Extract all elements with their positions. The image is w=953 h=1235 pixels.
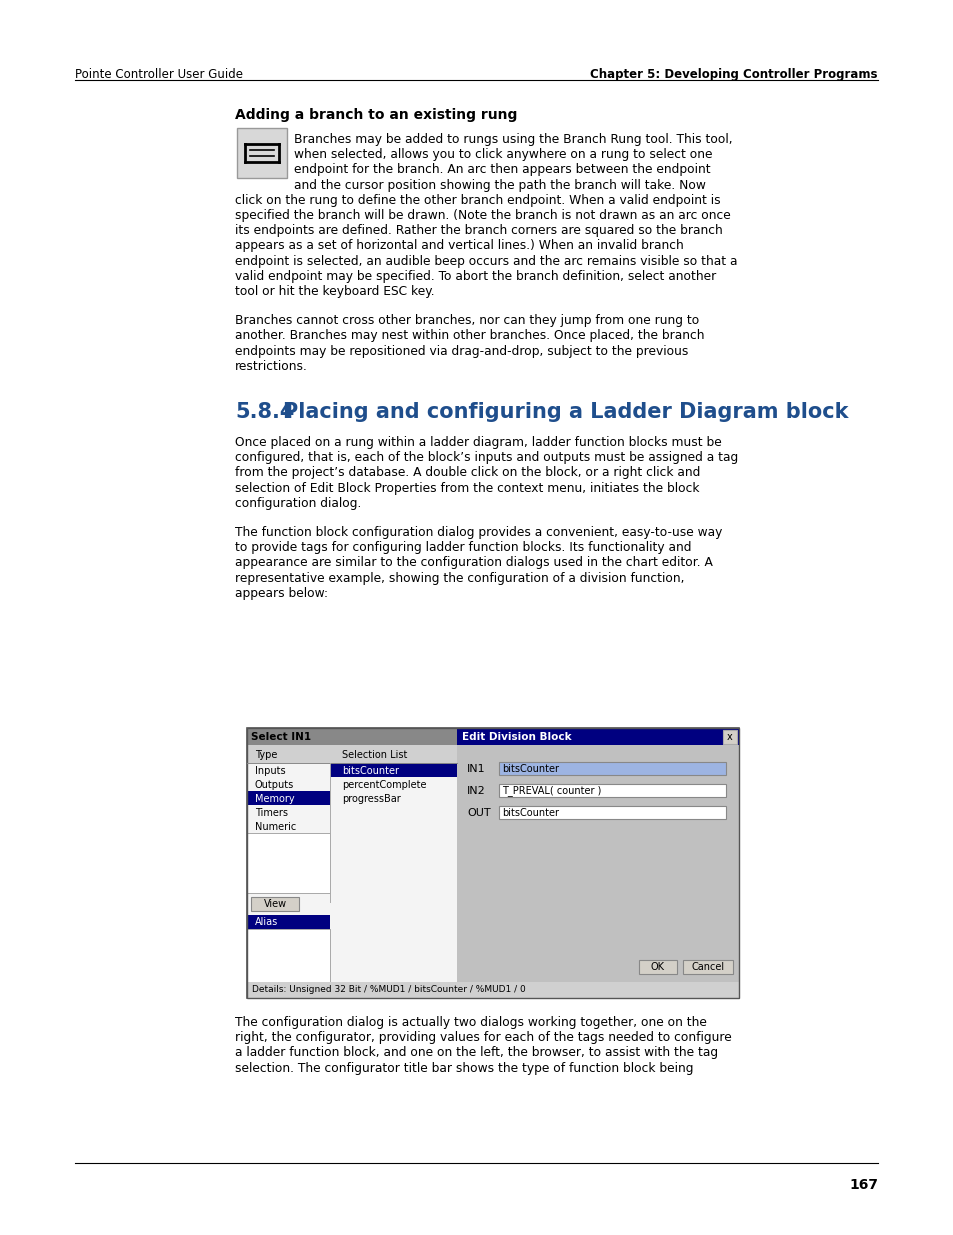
Bar: [247, 982, 739, 998]
Bar: [247, 745, 456, 982]
Text: a ladder function block, and one on the left, the browser, to assist with the ta: a ladder function block, and one on the …: [234, 1046, 718, 1060]
Text: progressBar: progressBar: [341, 794, 400, 804]
Bar: [236, 128, 287, 178]
Text: IN1: IN1: [467, 764, 485, 774]
Text: bitsCounter: bitsCounter: [501, 808, 558, 818]
Bar: [247, 790, 330, 805]
Text: percentComplete: percentComplete: [341, 779, 426, 789]
Bar: [456, 727, 739, 745]
Text: The function block configuration dialog provides a convenient, easy-to-use way: The function block configuration dialog …: [234, 526, 721, 538]
Text: appears as a set of horizontal and vertical lines.) When an invalid branch: appears as a set of horizontal and verti…: [234, 240, 683, 252]
Text: valid endpoint may be specified. To abort the branch definition, select another: valid endpoint may be specified. To abor…: [234, 269, 716, 283]
Text: endpoints may be repositioned via drag-and-drop, subject to the previous: endpoints may be repositioned via drag-a…: [234, 345, 688, 358]
Text: appears below:: appears below:: [234, 587, 328, 600]
Text: Details: Unsigned 32 Bit / %MUD1 / bitsCounter / %MUD1 / 0: Details: Unsigned 32 Bit / %MUD1 / bitsC…: [252, 986, 525, 994]
Text: selection. The configurator title bar shows the type of function block being: selection. The configurator title bar sh…: [234, 1062, 693, 1074]
Text: View: View: [263, 899, 286, 909]
Text: restrictions.: restrictions.: [234, 359, 308, 373]
Bar: [247, 832, 330, 893]
Bar: [330, 763, 456, 777]
Bar: [247, 727, 456, 745]
Text: Selection List: Selection List: [341, 750, 407, 760]
Text: Memory: Memory: [254, 794, 294, 804]
Text: Branches cannot cross other branches, nor can they jump from one rung to: Branches cannot cross other branches, no…: [234, 314, 699, 327]
Bar: [247, 915, 330, 929]
Text: The configuration dialog is actually two dialogs working together, one on the: The configuration dialog is actually two…: [234, 1016, 706, 1029]
Text: selection of Edit Block Properties from the context menu, initiates the block: selection of Edit Block Properties from …: [234, 482, 699, 494]
Text: T_PREVAL( counter ): T_PREVAL( counter ): [501, 785, 600, 795]
Text: to provide tags for configuring ladder function blocks. Its functionality and: to provide tags for configuring ladder f…: [234, 541, 691, 555]
Text: Numeric: Numeric: [254, 821, 296, 831]
Bar: [247, 745, 456, 763]
Text: 167: 167: [848, 1178, 877, 1192]
Text: bitsCounter: bitsCounter: [341, 766, 398, 776]
Text: its endpoints are defined. Rather the branch corners are squared so the branch: its endpoints are defined. Rather the br…: [234, 225, 722, 237]
Bar: [456, 745, 739, 982]
Text: when selected, allows you to click anywhere on a rung to select one: when selected, allows you to click anywh…: [294, 148, 712, 162]
Text: x: x: [726, 732, 732, 742]
Bar: [247, 727, 739, 998]
Text: Branches may be added to rungs using the Branch Rung tool. This tool,: Branches may be added to rungs using the…: [294, 133, 732, 146]
Bar: [251, 897, 298, 911]
Text: right, the configurator, providing values for each of the tags needed to configu: right, the configurator, providing value…: [234, 1031, 731, 1045]
Text: configuration dialog.: configuration dialog.: [234, 496, 361, 510]
Bar: [247, 727, 739, 998]
Text: OUT: OUT: [467, 808, 490, 818]
Text: from the project’s database. A double click on the block, or a right click and: from the project’s database. A double cl…: [234, 467, 700, 479]
Bar: [498, 806, 725, 819]
Text: Inputs: Inputs: [254, 766, 285, 776]
Bar: [682, 960, 732, 974]
Text: Once placed on a rung within a ladder diagram, ladder function blocks must be: Once placed on a rung within a ladder di…: [234, 436, 721, 450]
Text: endpoint for the branch. An arc then appears between the endpoint: endpoint for the branch. An arc then app…: [294, 163, 710, 177]
Text: click on the rung to define the other branch endpoint. When a valid endpoint is: click on the rung to define the other br…: [234, 194, 720, 206]
Bar: [247, 929, 330, 982]
Text: Edit Division Block: Edit Division Block: [461, 732, 571, 742]
Text: specified the branch will be drawn. (Note the branch is not drawn as an arc once: specified the branch will be drawn. (Not…: [234, 209, 730, 222]
Text: Alias: Alias: [254, 918, 278, 927]
Text: Pointe Controller User Guide: Pointe Controller User Guide: [75, 68, 243, 82]
Text: Type: Type: [254, 750, 277, 760]
Text: Select IN1: Select IN1: [251, 732, 311, 742]
Text: configured, that is, each of the block’s inputs and outputs must be assigned a t: configured, that is, each of the block’s…: [234, 451, 738, 464]
Text: and the cursor position showing the path the branch will take. Now: and the cursor position showing the path…: [294, 179, 705, 191]
Bar: [639, 960, 677, 974]
Bar: [722, 730, 737, 743]
Text: Chapter 5: Developing Controller Programs: Chapter 5: Developing Controller Program…: [590, 68, 877, 82]
Text: tool or hit the keyboard ESC key.: tool or hit the keyboard ESC key.: [234, 285, 435, 298]
Text: IN2: IN2: [467, 785, 485, 797]
Text: OK: OK: [650, 962, 664, 972]
Text: Outputs: Outputs: [254, 779, 294, 789]
Bar: [498, 762, 725, 776]
Text: representative example, showing the configuration of a division function,: representative example, showing the conf…: [234, 572, 684, 584]
Bar: [498, 784, 725, 797]
Text: bitsCounter: bitsCounter: [501, 763, 558, 773]
Text: Adding a branch to an existing rung: Adding a branch to an existing rung: [234, 107, 517, 122]
Text: another. Branches may nest within other branches. Once placed, the branch: another. Branches may nest within other …: [234, 330, 703, 342]
Text: Cancel: Cancel: [691, 962, 723, 972]
Text: Timers: Timers: [254, 808, 288, 818]
Text: appearance are similar to the configuration dialogs used in the chart editor. A: appearance are similar to the configurat…: [234, 557, 712, 569]
Text: 5.8.4: 5.8.4: [234, 403, 294, 422]
Text: endpoint is selected, an audible beep occurs and the arc remains visible so that: endpoint is selected, an audible beep oc…: [234, 254, 737, 268]
Text: Placing and configuring a Ladder Diagram block: Placing and configuring a Ladder Diagram…: [283, 403, 847, 422]
